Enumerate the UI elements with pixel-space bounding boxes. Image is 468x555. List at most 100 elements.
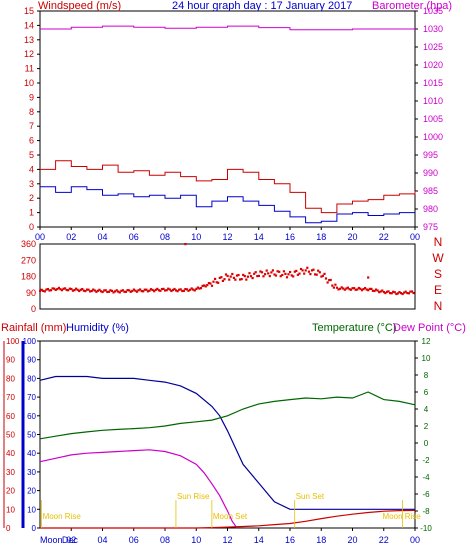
- direction-point: [370, 287, 373, 290]
- rainfall-axis-label: Rainfall (mm): [1, 322, 66, 334]
- sun-moon-annotations: Moon Rise Sun Rise Moon Set Sun Set Moon Ris…: [41, 492, 422, 528]
- barometer-tick-label: 1000: [423, 132, 443, 142]
- direction-point: [301, 269, 304, 272]
- direction-point: [162, 287, 165, 290]
- direction-point: [193, 289, 196, 292]
- windspeed-tick-label: 8: [29, 107, 34, 117]
- direction-point: [403, 291, 406, 294]
- barometer-axis-label: Barometer (hpa): [372, 0, 452, 12]
- time-ticks-1: 00 02 04 06 08 10 12 14 16 18 20 22 00: [35, 227, 420, 242]
- direction-point: [142, 290, 145, 293]
- direction-point: [331, 284, 334, 287]
- direction-point: [40, 288, 43, 291]
- direction-point: [362, 288, 365, 291]
- direction-point: [326, 281, 329, 284]
- direction-point: [134, 289, 137, 292]
- direction-point: [71, 289, 74, 292]
- direction-point: [382, 291, 385, 294]
- temp-humidity-series: [39, 375, 416, 529]
- direction-point: [223, 278, 226, 281]
- time-tick-label: 16: [285, 535, 295, 545]
- direction-point: [143, 288, 146, 291]
- time-tick-label: 12: [222, 535, 232, 545]
- direction-point: [401, 292, 404, 296]
- direction-point: [273, 273, 276, 276]
- direction-point: [118, 291, 121, 294]
- direction-point: [379, 290, 382, 293]
- barometer-tick-label: 1025: [423, 42, 443, 52]
- humidity-tick-label: 20: [27, 487, 36, 496]
- direction-point: [182, 289, 185, 292]
- time-tick-label: 20: [347, 232, 357, 242]
- windspeed-axis-label: Windspeed (m/s): [38, 0, 121, 12]
- humidity-tick-label: 30: [27, 468, 36, 477]
- direction-point: [385, 290, 389, 293]
- direction-point: [349, 288, 353, 291]
- direction-point: [51, 287, 54, 290]
- rain-tick-label: 30: [6, 468, 15, 477]
- direction-point: [103, 289, 106, 292]
- direction-point: [310, 269, 314, 272]
- temperature-tick-label: -4: [422, 473, 430, 482]
- direction-point: [271, 269, 274, 272]
- direction-point: [396, 292, 399, 295]
- windspeed-tick-label: 11: [25, 64, 34, 74]
- time-tick-label: 04: [97, 232, 107, 242]
- direction-point: [195, 287, 198, 290]
- barometer-tick-label: 980: [423, 204, 438, 214]
- direction-point: [46, 288, 49, 291]
- time-tick-label: 10: [191, 535, 201, 545]
- direction-point: [274, 274, 278, 277]
- direction-point: [295, 269, 298, 272]
- windspeed-tick-label: 9: [29, 92, 34, 102]
- direction-point: [228, 278, 231, 281]
- direction-point: [82, 289, 85, 292]
- direction-point: [156, 287, 159, 290]
- direction-point: [356, 288, 359, 291]
- direction-point: [387, 290, 390, 293]
- direction-point: [389, 292, 392, 295]
- direction-point: [192, 288, 195, 291]
- direction-point: [98, 288, 101, 291]
- temperature-tick-label: -2: [422, 456, 430, 465]
- direction-point: [410, 290, 414, 293]
- direction-point: [137, 289, 140, 292]
- direction-point: [224, 273, 228, 276]
- wind-speed-line: [40, 186, 415, 224]
- direction-tick-label: 270: [21, 255, 36, 265]
- direction-point: [215, 281, 218, 284]
- direction-point: [78, 289, 81, 293]
- direction-ticks: 0 90 180 270 360: [21, 239, 36, 314]
- rain-tick-label: 100: [6, 337, 20, 346]
- direction-point: [115, 289, 118, 292]
- direction-point: [378, 291, 381, 294]
- direction-point: [359, 287, 362, 290]
- direction-point: [299, 267, 303, 271]
- direction-point: [317, 269, 320, 272]
- rain-tick-label: 20: [6, 487, 15, 496]
- direction-point: [296, 273, 299, 276]
- direction-point: [204, 285, 207, 288]
- windspeed-tick-label: 4: [29, 164, 34, 174]
- direction-point: [332, 286, 335, 289]
- compass-letter: N: [434, 235, 443, 249]
- direction-point: [159, 289, 162, 292]
- direction-point: [187, 289, 190, 292]
- direction-point: [148, 289, 151, 292]
- direction-point: [57, 286, 60, 289]
- direction-point: [373, 289, 376, 293]
- direction-point: [209, 282, 212, 285]
- rain-tick-label: 80: [6, 374, 15, 383]
- direction-point: [93, 289, 96, 292]
- time-tick-label: 18: [316, 535, 326, 545]
- direction-point: [231, 272, 234, 276]
- direction-point: [85, 288, 89, 291]
- direction-point: [126, 289, 129, 292]
- direction-point: [276, 270, 279, 273]
- direction-point: [139, 288, 142, 291]
- dewpoint-axis-label: Dew Point (°C): [393, 322, 466, 334]
- direction-point: [124, 290, 128, 293]
- direction-point: [251, 277, 254, 280]
- time-tick-label: 02: [66, 535, 76, 545]
- annotation-label: Moon Rise: [383, 512, 422, 521]
